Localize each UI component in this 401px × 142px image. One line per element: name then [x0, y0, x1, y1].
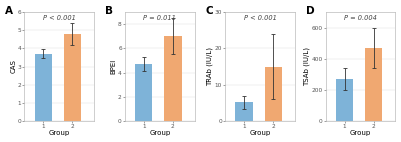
- Y-axis label: BPEI: BPEI: [111, 59, 117, 74]
- Bar: [135, 64, 152, 121]
- Bar: [164, 36, 182, 121]
- Text: A: A: [5, 6, 13, 16]
- Bar: [235, 102, 253, 121]
- Y-axis label: CAS: CAS: [10, 60, 16, 74]
- Text: P < 0.001: P < 0.001: [43, 15, 76, 21]
- Y-axis label: TRAb (IU/L): TRAb (IU/L): [207, 47, 213, 86]
- Text: P = 0.004: P = 0.004: [344, 15, 377, 21]
- Bar: [365, 48, 382, 121]
- Text: D: D: [306, 6, 315, 16]
- Bar: [265, 67, 282, 121]
- Text: C: C: [206, 6, 213, 16]
- Bar: [34, 54, 52, 121]
- Bar: [336, 79, 353, 121]
- Text: P < 0.001: P < 0.001: [244, 15, 277, 21]
- Bar: [64, 34, 81, 121]
- Text: B: B: [105, 6, 113, 16]
- X-axis label: Group: Group: [49, 130, 70, 136]
- X-axis label: Group: Group: [249, 130, 271, 136]
- Y-axis label: TSAb (IU/L): TSAb (IU/L): [304, 47, 310, 86]
- X-axis label: Group: Group: [149, 130, 170, 136]
- Text: P = 0.011: P = 0.011: [143, 15, 176, 21]
- X-axis label: Group: Group: [350, 130, 371, 136]
